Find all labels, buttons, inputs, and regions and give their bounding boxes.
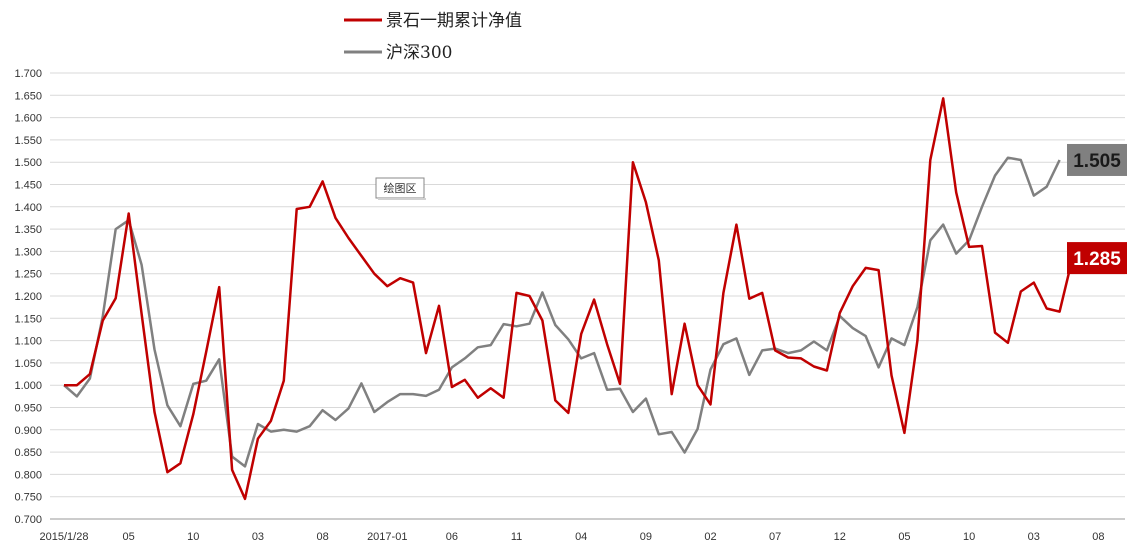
- y-tick-label: 0.700: [14, 514, 42, 526]
- y-tick-label: 1.600: [14, 113, 42, 125]
- x-tick-label: 07: [769, 531, 781, 543]
- x-tick-label: 08: [316, 531, 328, 543]
- series-line-jingshi: [64, 97, 1074, 501]
- x-tick-label: 06: [446, 531, 458, 543]
- callout-box: [1067, 242, 1127, 275]
- y-tick-label: 1.100: [14, 336, 42, 348]
- y-tick-label: 1.500: [14, 157, 42, 169]
- y-axis-ticks: 1.700 1.650 1.600 1.550 1.500 1.450 1.400 1.350…: [14, 68, 42, 526]
- y-tick-label: 0.950: [14, 403, 42, 415]
- legend-label-hs300: 沪深300: [386, 43, 452, 63]
- y-tick-label: 1.050: [14, 358, 42, 370]
- x-tick-label: 04: [575, 531, 587, 543]
- y-tick-label: 1.200: [14, 291, 42, 303]
- gridlines: [50, 72, 1125, 520]
- end-value-callouts: 1.505 1.285: [1067, 143, 1127, 275]
- x-tick-label: 02: [704, 531, 716, 543]
- series-lines: [63, 97, 1074, 501]
- y-tick-label: 1.300: [14, 246, 42, 258]
- y-tick-label: 1.450: [14, 180, 42, 192]
- y-tick-label: 1.000: [14, 380, 42, 392]
- x-tick-label: 12: [834, 531, 846, 543]
- y-tick-label: 0.800: [14, 469, 42, 481]
- x-tick-label: 10: [187, 531, 199, 543]
- legend-item-jingshi[interactable]: 景石一期累计净值: [344, 11, 522, 31]
- callout-box: [1067, 143, 1127, 176]
- x-tick-label: 2015/1/28: [40, 531, 89, 543]
- y-tick-label: 1.650: [14, 90, 42, 102]
- y-tick-label: 1.550: [14, 135, 42, 147]
- y-tick-label: 1.350: [14, 224, 42, 236]
- x-tick-label: 11: [511, 531, 522, 543]
- legend[interactable]: 景石一期累计净值 沪深300: [344, 11, 522, 63]
- y-tick-label: 1.400: [14, 202, 42, 214]
- x-tick-label: 03: [1028, 531, 1040, 543]
- plot-area-tag: 绘图区: [375, 177, 426, 200]
- x-tick-label: 10: [963, 531, 975, 543]
- legend-item-hs300[interactable]: 沪深300: [344, 43, 452, 63]
- x-tick-label: 05: [123, 531, 135, 543]
- plot-area-tag-label: 绘图区: [384, 181, 417, 195]
- y-tick-label: 0.900: [14, 425, 42, 437]
- x-tick-label: 2017-01: [367, 531, 407, 543]
- legend-label-jingshi: 景石一期累计净值: [386, 11, 522, 31]
- y-tick-label: 0.750: [14, 492, 42, 504]
- y-tick-label: 1.250: [14, 269, 42, 281]
- x-tick-label: 09: [640, 531, 652, 543]
- x-tick-label: 05: [898, 531, 910, 543]
- x-tick-label: 03: [252, 531, 264, 543]
- callout-value: 1.285: [1073, 249, 1121, 270]
- y-tick-label: 1.150: [14, 313, 42, 325]
- y-tick-label: 1.700: [14, 68, 42, 80]
- y-tick-label: 0.850: [14, 447, 42, 459]
- x-tick-label: 08: [1092, 531, 1104, 543]
- x-axis-ticks: 2015/1/28 05 10 03 08 2017-01 06 11 04 09 02 07 12 05…: [40, 531, 1105, 543]
- callout-value: 1.505: [1073, 151, 1121, 172]
